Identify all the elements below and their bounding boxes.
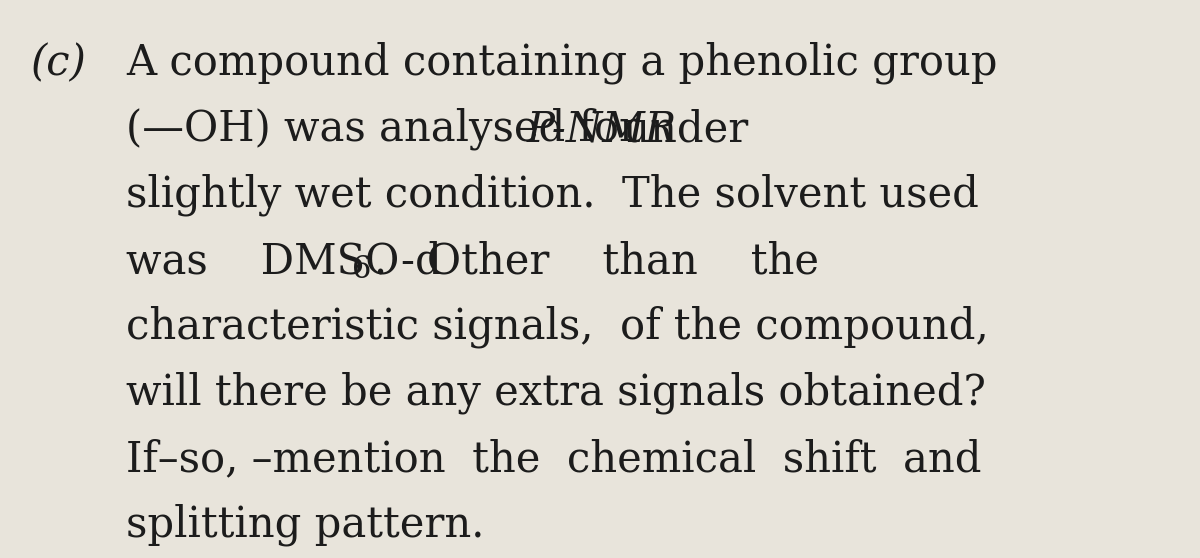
Text: .   Other    than    the: . Other than the bbox=[374, 240, 818, 282]
Text: 6: 6 bbox=[353, 254, 372, 285]
Text: characteristic signals,  of the compound,: characteristic signals, of the compound, bbox=[126, 306, 989, 349]
Text: under: under bbox=[611, 108, 749, 150]
Text: (—OH) was analysed for: (—OH) was analysed for bbox=[126, 108, 653, 151]
Text: (c): (c) bbox=[30, 42, 86, 84]
Text: splitting pattern.: splitting pattern. bbox=[126, 504, 485, 546]
Text: P-NMR: P-NMR bbox=[527, 108, 677, 150]
Text: slightly wet condition.  The solvent used: slightly wet condition. The solvent used bbox=[126, 174, 979, 217]
Text: If–so, –mention  the  chemical  shift  and: If–so, –mention the chemical shift and bbox=[126, 438, 982, 480]
Text: A compound containing a phenolic group: A compound containing a phenolic group bbox=[126, 42, 997, 84]
Text: was    DMSO-d: was DMSO-d bbox=[126, 240, 442, 282]
Text: will there be any extra signals obtained?: will there be any extra signals obtained… bbox=[126, 372, 986, 415]
